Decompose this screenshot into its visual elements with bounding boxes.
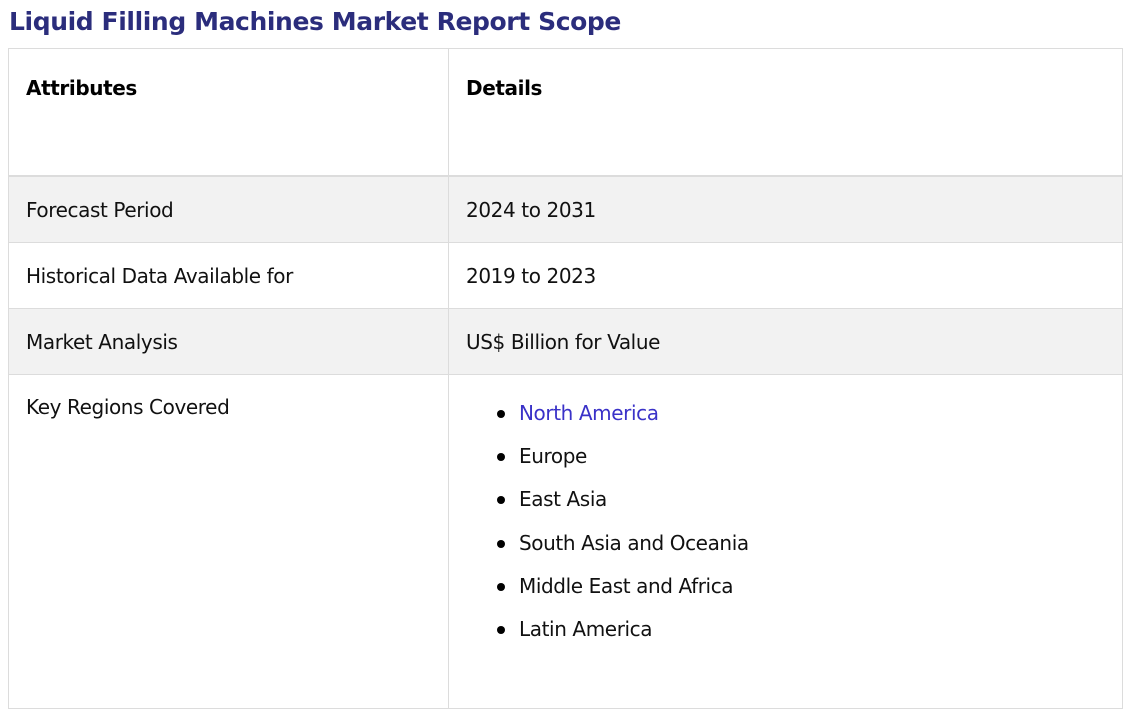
detail-cell: 2019 to 2023 [448, 242, 1123, 309]
attribute-cell: Market Analysis [8, 308, 449, 375]
region-item-east-asia: East Asia [497, 486, 1105, 529]
region-link-north-america[interactable]: North America [519, 401, 659, 425]
header-attributes: Attributes [8, 48, 449, 177]
header-details: Details [448, 48, 1123, 177]
detail-cell: US$ Billion for Value [448, 308, 1123, 375]
table-row-regions: Key Regions Covered North America Europe… [8, 374, 1123, 709]
region-item-middle-east-africa: Middle East and Africa [497, 573, 1105, 616]
page-title: Liquid Filling Machines Market Report Sc… [9, 7, 621, 36]
region-item-europe: Europe [497, 443, 1105, 486]
table-header-row: Attributes Details [8, 48, 1123, 177]
detail-cell-regions: North America Europe East Asia South Asi… [448, 374, 1123, 709]
attribute-cell: Historical Data Available for [8, 242, 449, 309]
report-scope-table: Attributes Details Forecast Period 2024 … [8, 48, 1123, 709]
attribute-cell: Forecast Period [8, 175, 449, 243]
region-item-south-asia-oceania: South Asia and Oceania [497, 530, 1105, 573]
attribute-cell: Key Regions Covered [8, 374, 449, 709]
region-item-latin-america: Latin America [497, 616, 1105, 659]
table-row: Market Analysis US$ Billion for Value [8, 308, 1123, 375]
detail-cell: 2024 to 2031 [448, 175, 1123, 243]
table-row: Historical Data Available for 2019 to 20… [8, 242, 1123, 309]
table-row: Forecast Period 2024 to 2031 [8, 175, 1123, 243]
region-list: North America Europe East Asia South Asi… [466, 375, 1105, 659]
region-item-north-america[interactable]: North America [497, 400, 1105, 443]
